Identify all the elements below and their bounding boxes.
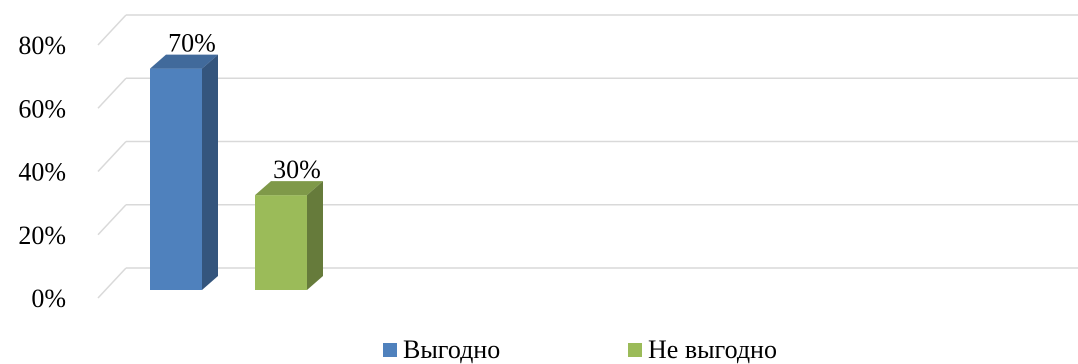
data-labels: 70% 30% [168, 29, 321, 185]
y-tick-label: 80% [18, 31, 66, 60]
y-axis-ticks: 0% 20% 40% 60% 80% [18, 31, 66, 313]
bar-chart: 0% 20% 40% 60% 80% 70% 30% [18, 14, 1078, 313]
bar-front [255, 195, 307, 290]
gridline-depth [97, 204, 127, 236]
bar-front [150, 68, 202, 290]
legend-item-vygodno: Выгодно [383, 337, 500, 363]
legend-label: Не выгодно [648, 335, 777, 364]
bar [255, 181, 323, 290]
gridline-depth [97, 140, 127, 173]
bar [150, 54, 218, 290]
gridline-depth [97, 267, 127, 299]
legend: Выгодно Не выгодно [0, 333, 1078, 363]
bar-top [150, 54, 218, 69]
bar-top [255, 181, 323, 196]
legend-item-ne-vygodno: Не выгодно [628, 337, 777, 363]
data-label: 70% [168, 29, 216, 58]
legend-swatch [383, 343, 397, 357]
legend-swatch [628, 343, 642, 357]
bar-side [307, 181, 323, 290]
bar-side [202, 54, 218, 290]
legend-label: Выгодно [403, 335, 501, 364]
bars [150, 54, 323, 290]
gridline-depth [97, 77, 127, 109]
gridlines [97, 14, 1078, 299]
y-tick-label: 0% [31, 284, 66, 313]
y-tick-label: 20% [18, 221, 66, 250]
y-tick-label: 40% [18, 158, 66, 187]
gridline-depth [97, 14, 127, 46]
data-label: 30% [273, 155, 321, 184]
y-tick-label: 60% [18, 94, 66, 123]
